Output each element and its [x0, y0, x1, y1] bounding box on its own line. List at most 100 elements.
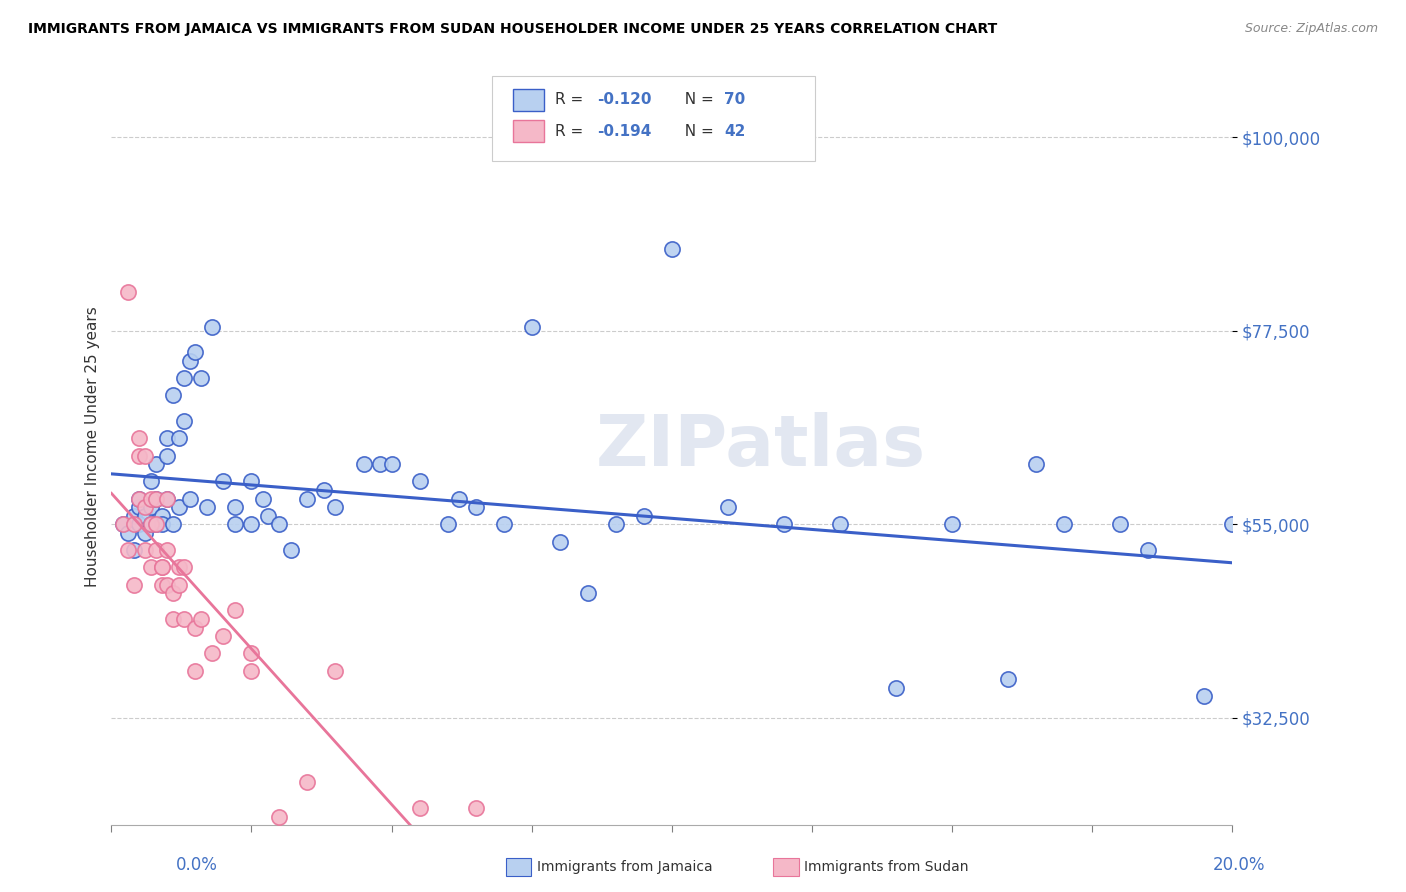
Point: [201, 319, 224, 334]
Point: [464, 500, 486, 515]
Point: [134, 526, 156, 541]
Point: [134, 508, 156, 523]
Text: 42: 42: [724, 124, 745, 138]
Point: [156, 491, 179, 506]
Point: [134, 449, 156, 463]
Point: [139, 517, 162, 532]
Point: [184, 621, 207, 635]
Point: [240, 475, 263, 489]
Point: [139, 491, 162, 506]
Point: [162, 517, 184, 532]
Point: [325, 664, 347, 678]
Point: [1108, 517, 1130, 532]
Point: [145, 457, 167, 471]
Point: [997, 672, 1019, 686]
Point: [167, 560, 190, 574]
Text: Source: ZipAtlas.com: Source: ZipAtlas.com: [1244, 22, 1378, 36]
Point: [128, 431, 150, 445]
Point: [156, 449, 179, 463]
Point: [240, 517, 263, 532]
Point: [134, 543, 156, 558]
Text: 70: 70: [724, 93, 745, 107]
Text: Immigrants from Sudan: Immigrants from Sudan: [804, 860, 969, 874]
Point: [1220, 517, 1243, 532]
Point: [240, 647, 263, 661]
Point: [717, 500, 740, 515]
Point: [297, 491, 319, 506]
Point: [156, 491, 179, 506]
Point: [212, 475, 235, 489]
Text: Immigrants from Jamaica: Immigrants from Jamaica: [537, 860, 713, 874]
Text: N =: N =: [675, 124, 718, 138]
Point: [173, 371, 195, 385]
Point: [190, 371, 212, 385]
Point: [353, 457, 375, 471]
Point: [772, 517, 794, 532]
Point: [156, 543, 179, 558]
Point: [269, 810, 291, 824]
Text: 20.0%: 20.0%: [1213, 856, 1265, 874]
Point: [605, 517, 627, 532]
Point: [122, 577, 145, 591]
Point: [212, 629, 235, 643]
Point: [128, 517, 150, 532]
Point: [150, 560, 173, 574]
Point: [1136, 543, 1159, 558]
Point: [257, 508, 280, 523]
Text: IMMIGRANTS FROM JAMAICA VS IMMIGRANTS FROM SUDAN HOUSEHOLDER INCOME UNDER 25 YEA: IMMIGRANTS FROM JAMAICA VS IMMIGRANTS FR…: [28, 22, 997, 37]
Point: [117, 285, 139, 300]
Text: ZIPatlas: ZIPatlas: [596, 412, 927, 482]
Text: 0.0%: 0.0%: [176, 856, 218, 874]
Point: [139, 500, 162, 515]
Point: [167, 431, 190, 445]
Point: [1192, 690, 1215, 704]
Point: [190, 612, 212, 626]
Point: [447, 491, 470, 506]
Point: [173, 612, 195, 626]
Point: [111, 517, 134, 532]
Point: [150, 517, 173, 532]
Text: R =: R =: [555, 124, 589, 138]
Point: [548, 534, 571, 549]
Point: [122, 517, 145, 532]
Point: [173, 560, 195, 574]
Point: [201, 647, 224, 661]
Point: [117, 526, 139, 541]
Point: [1025, 457, 1047, 471]
Point: [150, 560, 173, 574]
Point: [325, 500, 347, 515]
Point: [297, 775, 319, 789]
Point: [269, 517, 291, 532]
Point: [128, 491, 150, 506]
Point: [128, 491, 150, 506]
Text: N =: N =: [675, 93, 718, 107]
Point: [184, 664, 207, 678]
Point: [380, 457, 402, 471]
Point: [139, 475, 162, 489]
Point: [167, 500, 190, 515]
Point: [224, 517, 246, 532]
Point: [576, 586, 599, 600]
Point: [167, 577, 190, 591]
Point: [111, 517, 134, 532]
Point: [145, 517, 167, 532]
Point: [179, 491, 201, 506]
Point: [150, 577, 173, 591]
Point: [134, 500, 156, 515]
Point: [408, 475, 430, 489]
Point: [156, 577, 179, 591]
Point: [139, 517, 162, 532]
Point: [145, 491, 167, 506]
Point: [520, 319, 543, 334]
Point: [408, 801, 430, 815]
Point: [122, 543, 145, 558]
Point: [122, 508, 145, 523]
Point: [661, 242, 683, 256]
Point: [436, 517, 458, 532]
Point: [195, 500, 218, 515]
Point: [492, 517, 515, 532]
Y-axis label: Householder Income Under 25 years: Householder Income Under 25 years: [86, 307, 100, 587]
Text: -0.194: -0.194: [598, 124, 652, 138]
Point: [884, 681, 907, 695]
Point: [145, 543, 167, 558]
